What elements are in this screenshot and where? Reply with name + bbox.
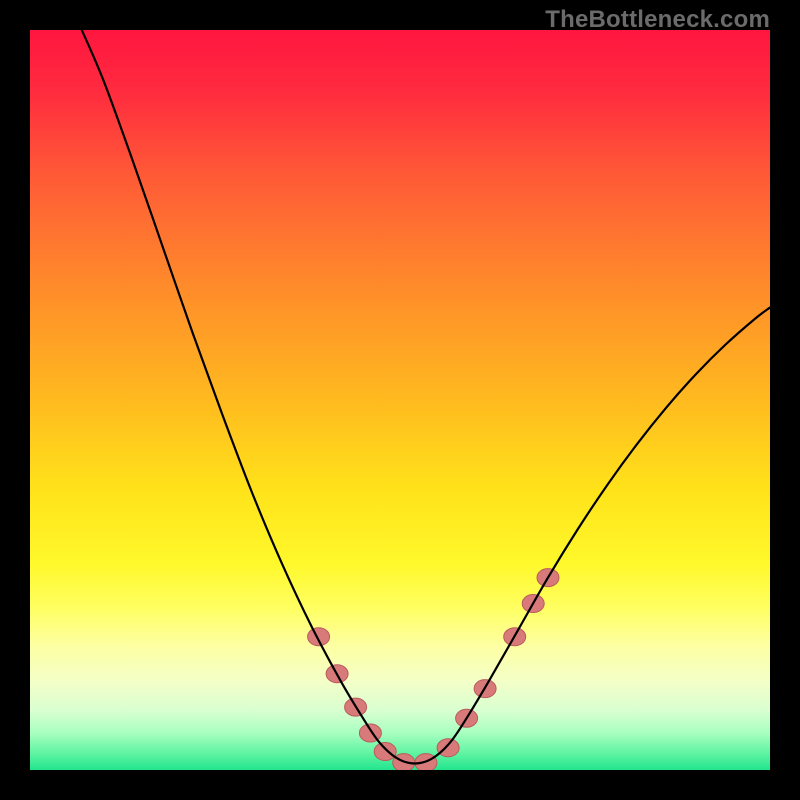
chart-plot-area [30,30,770,770]
chart-background [30,30,770,770]
chart-marker [374,743,396,761]
chart-svg [30,30,770,770]
outer-frame: TheBottleneck.com [0,0,800,800]
chart-marker [308,628,330,646]
chart-marker [437,739,459,757]
